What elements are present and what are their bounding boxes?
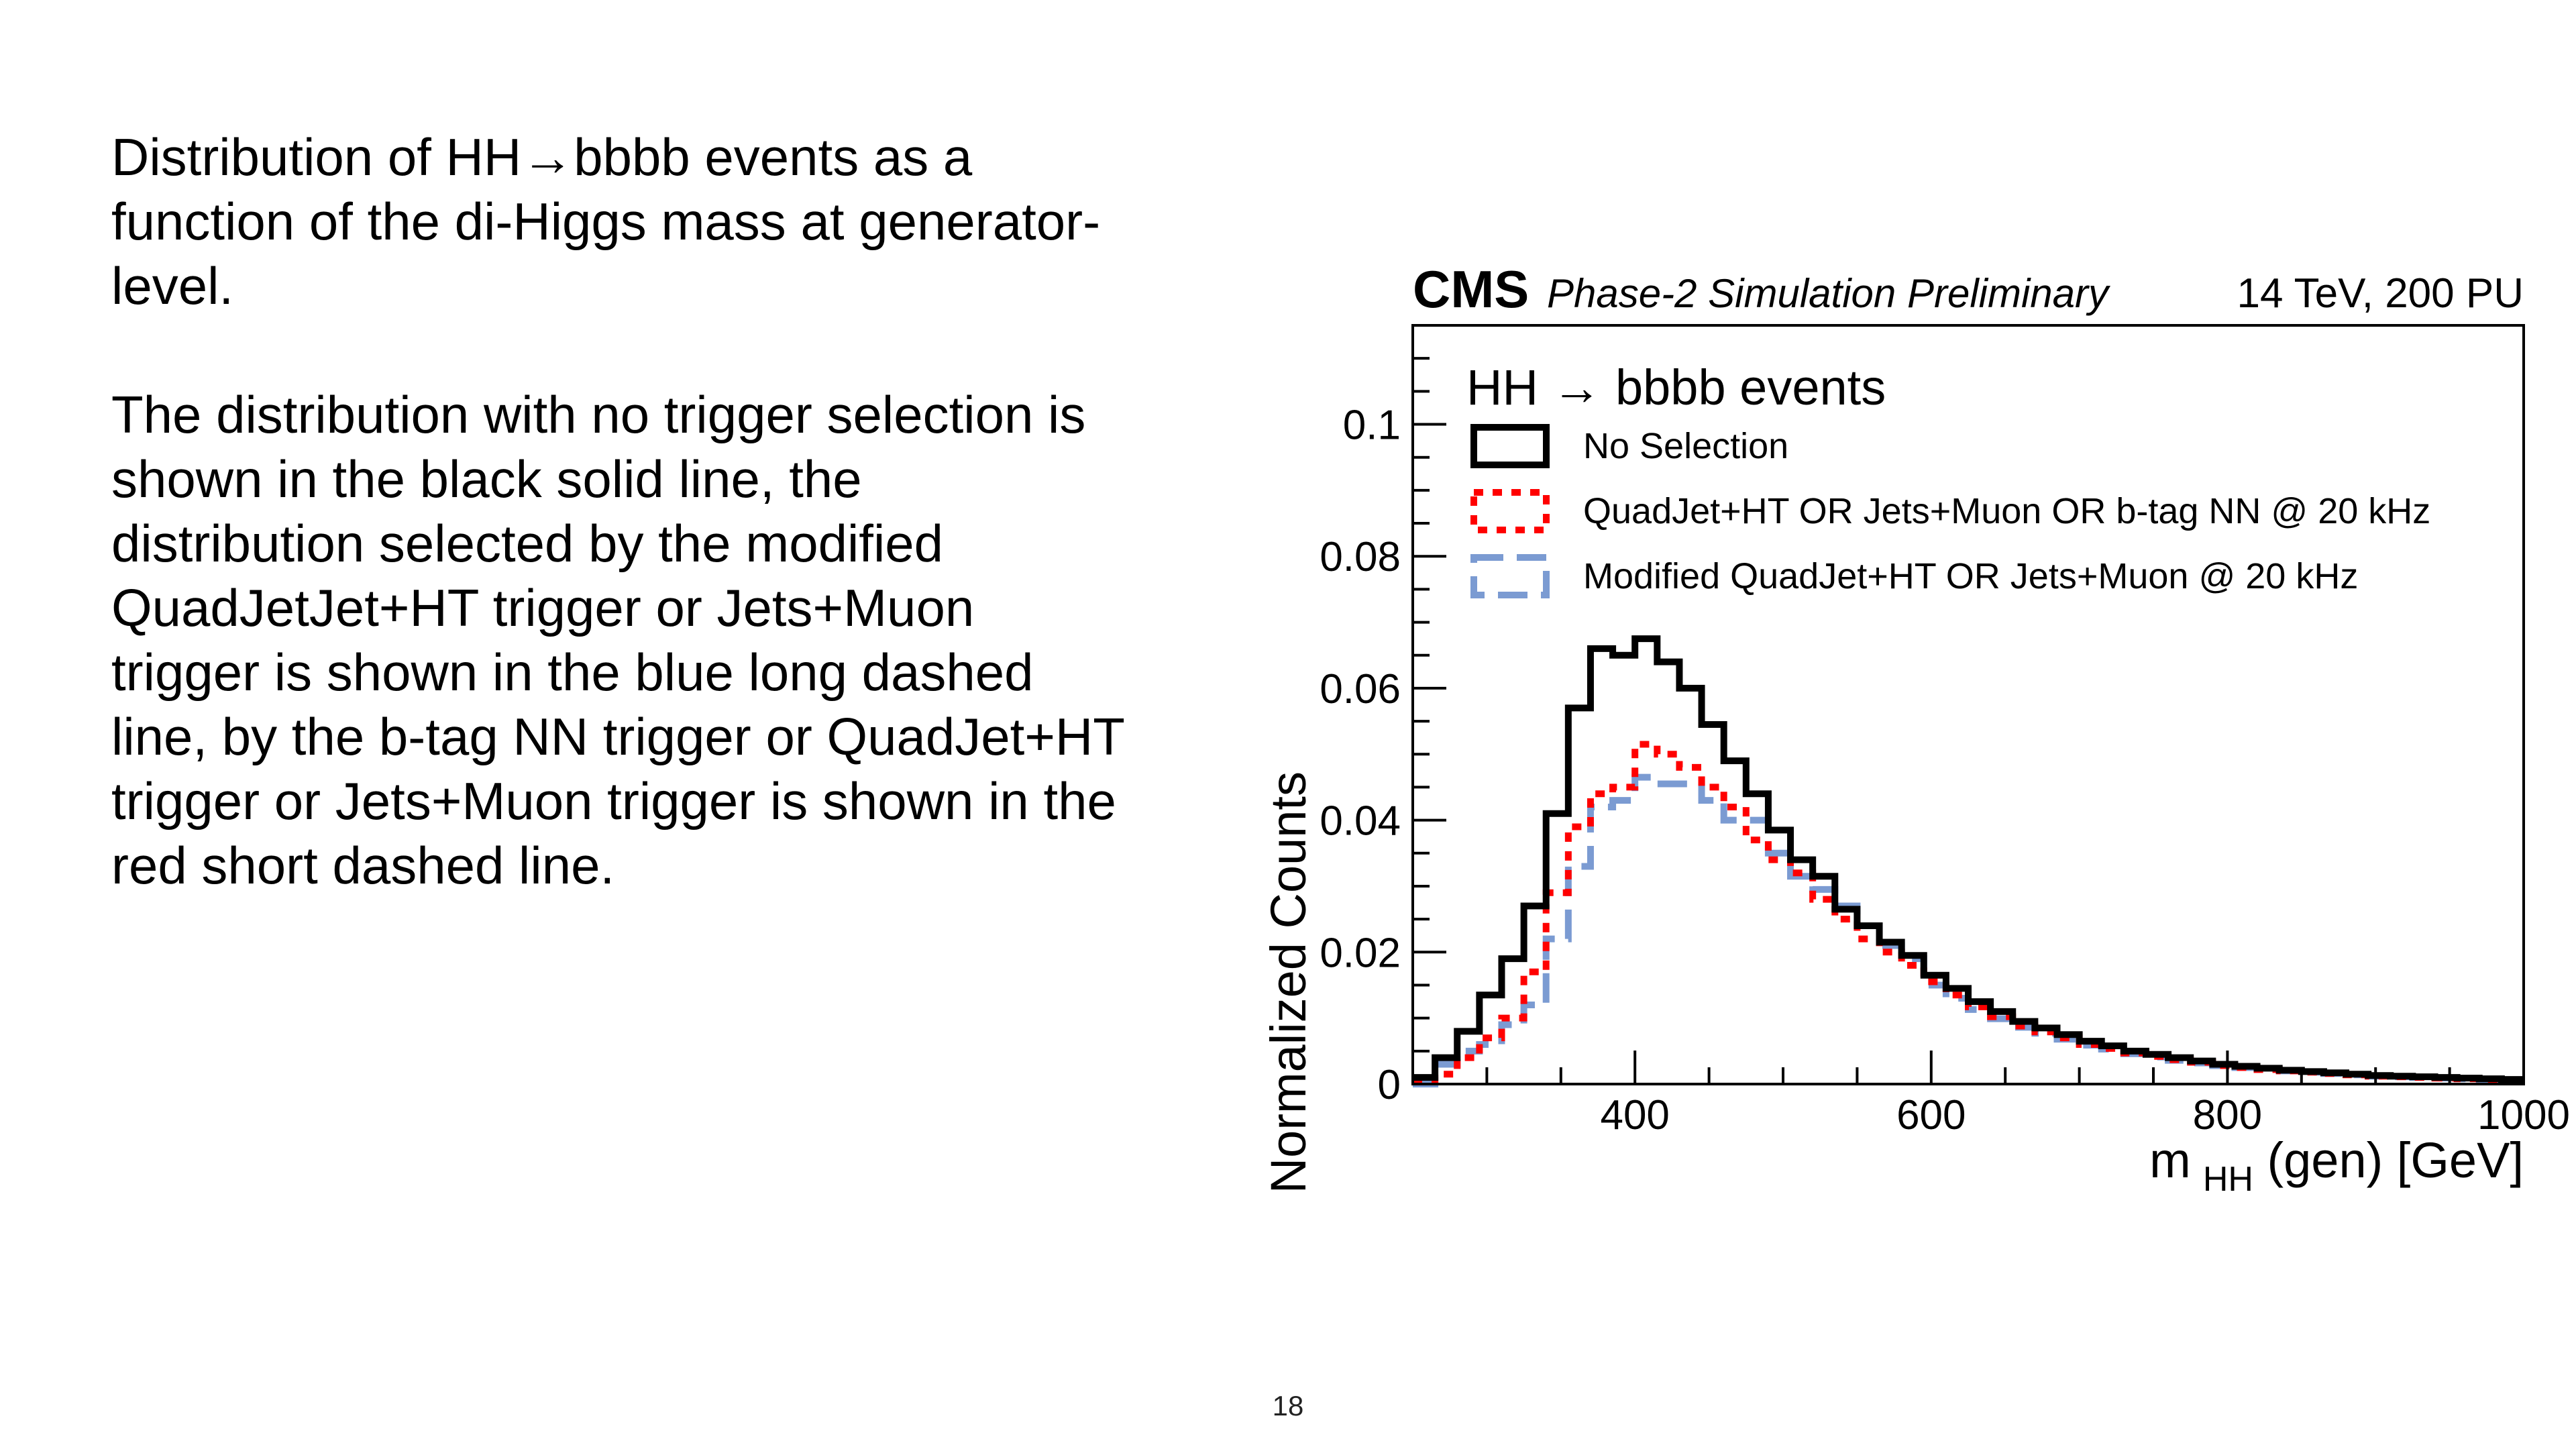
x-tick-label: 800	[2193, 1092, 2262, 1138]
histogram-series-0	[1413, 635, 2524, 1083]
histogram-series-1	[1413, 741, 2524, 1085]
x-tick-label: 600	[1896, 1092, 1966, 1138]
paragraph: Distribution of HH→bbbb events as a funct…	[111, 125, 1265, 318]
slide-description: Distribution of HH→bbbb events as a funct…	[111, 125, 1265, 962]
text-line: trigger is shown in the blue long dashed	[111, 643, 1034, 702]
x-tick-label: 1000	[2477, 1092, 2570, 1138]
y-tick-label: 0.08	[1320, 534, 1401, 580]
histogram-series-2	[1413, 773, 2524, 1087]
y-tick-label: 0.02	[1320, 930, 1401, 976]
text-line: shown in the black solid line, the	[111, 449, 862, 508]
y-tick-label: 0.04	[1320, 798, 1401, 845]
text-line: line, by the b-tag NN trigger or QuadJet…	[111, 707, 1125, 766]
x-tick-label: 400	[1600, 1092, 1669, 1138]
simulation-label: Phase-2 Simulation Preliminary	[1547, 271, 2111, 316]
x-axis-title: m HH (gen) [GeV]	[2149, 1132, 2524, 1199]
plot-frame	[1411, 324, 2525, 1085]
text-line: The distribution with no trigger selecti…	[111, 385, 1086, 444]
text-line: QuadJetJet+HT trigger or Jets+Muon	[111, 578, 975, 637]
legend-label: No Selection	[1583, 426, 1788, 466]
y-tick-label: 0.1	[1343, 402, 1401, 449]
page-number: 18	[1272, 1390, 1304, 1421]
x-axis-title-sub: HH	[2203, 1160, 2253, 1199]
legend-label: QuadJet+HT OR Jets+Muon OR b-tag NN @ 20…	[1583, 491, 2430, 531]
y-axis-title: Normalized Counts	[1260, 771, 1316, 1193]
legend-swatch	[1470, 554, 1550, 598]
x-axis-title-rest: (gen) [GeV]	[2253, 1132, 2524, 1188]
y-tick-label: 0	[1378, 1062, 1401, 1108]
text-line: function of the di-Higgs mass at generat…	[111, 192, 1101, 251]
text-line: level.	[111, 256, 234, 315]
legend-entry: Modified QuadJet+HT OR Jets+Muon @ 20 kH…	[1470, 554, 2358, 598]
y-tick-label: 0.06	[1320, 666, 1401, 712]
text-line: red short dashed line.	[111, 836, 615, 895]
legend-swatch	[1470, 424, 1550, 468]
legend-swatch	[1470, 489, 1550, 533]
legend-entry: No Selection	[1470, 424, 1788, 468]
conditions-label: 14 TeV, 200 PU	[2237, 270, 2524, 317]
legend-label: Modified QuadJet+HT OR Jets+Muon @ 20 kH…	[1583, 556, 2358, 596]
paragraph: The distribution with no trigger selecti…	[111, 382, 1265, 898]
legend-title: HH → bbbb events	[1466, 360, 1886, 415]
x-axis-title-main: m	[2149, 1132, 2191, 1188]
text-line: distribution selected by the modified	[111, 514, 944, 573]
legend-entry: QuadJet+HT OR Jets+Muon OR b-tag NN @ 20…	[1470, 489, 2430, 533]
text-line: Distribution of HH→bbbb events as a	[111, 127, 973, 186]
cms-label: CMS	[1413, 260, 1529, 319]
text-line: trigger or Jets+Muon trigger is shown in…	[111, 771, 1116, 830]
